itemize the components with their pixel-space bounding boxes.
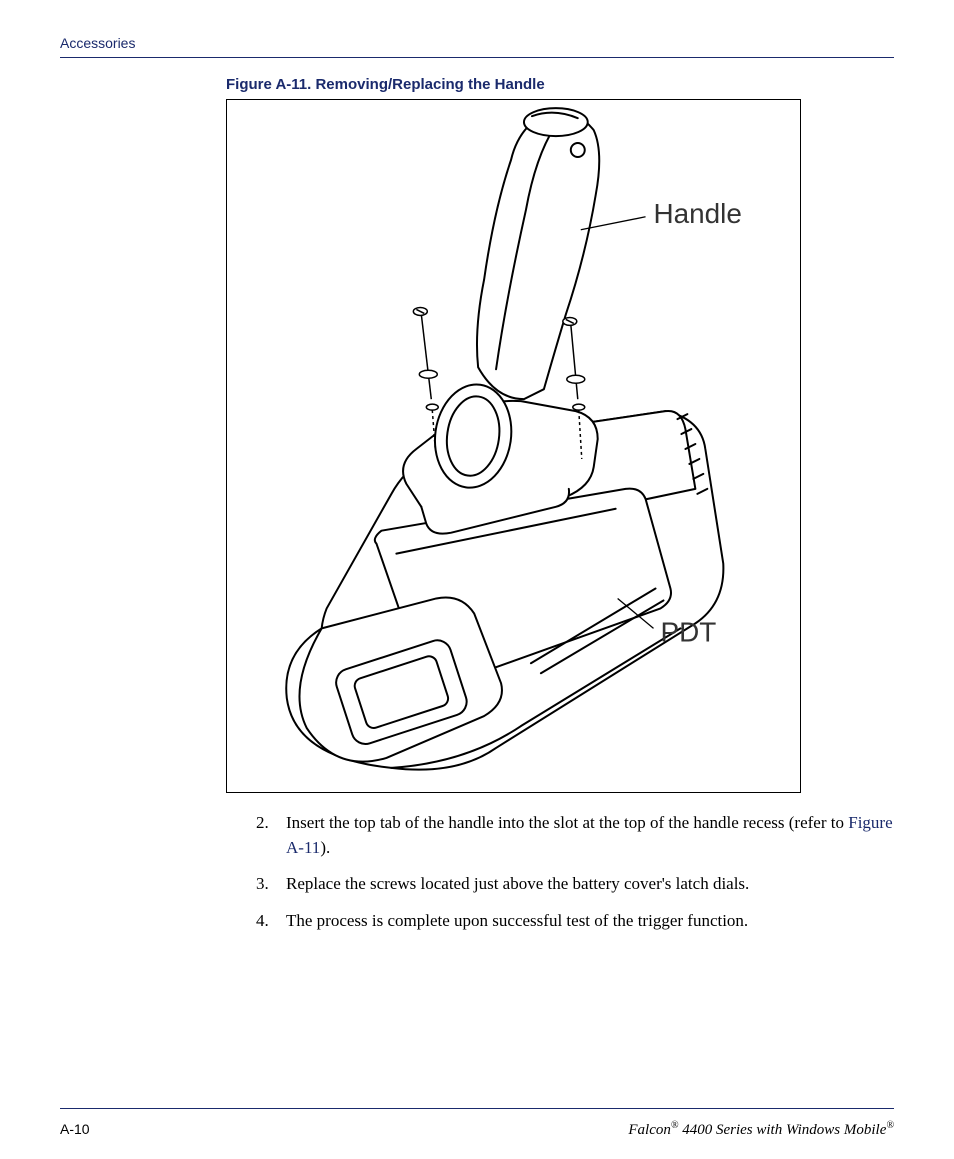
figure-label-handle: Handle bbox=[654, 198, 742, 229]
figure-illustration: Handle PDT bbox=[227, 100, 800, 792]
footer-page-number: A-10 bbox=[60, 1121, 90, 1137]
instruction-text: Replace the screws located just above th… bbox=[286, 872, 896, 897]
instruction-item: 3. Replace the screws located just above… bbox=[256, 872, 896, 897]
instruction-item: 2. Insert the top tab of the handle into… bbox=[256, 811, 896, 860]
instruction-number: 2. bbox=[256, 811, 286, 860]
instruction-text: The process is complete upon successful … bbox=[286, 909, 896, 934]
instruction-text-after: ). bbox=[320, 838, 330, 857]
instruction-text-before: Insert the top tab of the handle into th… bbox=[286, 813, 848, 832]
page-footer: A-10 Falcon ® 4400 Series with Windows Mo… bbox=[60, 1120, 894, 1139]
footer-product-mid: 4400 Series with Windows Mobile bbox=[678, 1122, 886, 1138]
footer-rule bbox=[60, 1108, 894, 1109]
instruction-text: Insert the top tab of the handle into th… bbox=[286, 811, 896, 860]
instruction-list: 2. Insert the top tab of the handle into… bbox=[256, 811, 896, 934]
registered-icon: ® bbox=[886, 1120, 894, 1131]
figure-caption: Figure A-11. Removing/Replacing the Hand… bbox=[226, 76, 894, 93]
instruction-number: 4. bbox=[256, 909, 286, 934]
footer-product: Falcon® 4400 Series with Windows Mobile® bbox=[628, 1120, 894, 1139]
page-header: Accessories bbox=[60, 35, 894, 58]
instruction-number: 3. bbox=[256, 872, 286, 897]
footer-product-prefix: Falcon bbox=[628, 1122, 671, 1138]
figure-box: Handle PDT bbox=[226, 99, 801, 793]
figure-label-pdt: PDT bbox=[660, 616, 716, 647]
header-section-title: Accessories bbox=[60, 35, 135, 51]
instruction-item: 4. The process is complete upon successf… bbox=[256, 909, 896, 934]
